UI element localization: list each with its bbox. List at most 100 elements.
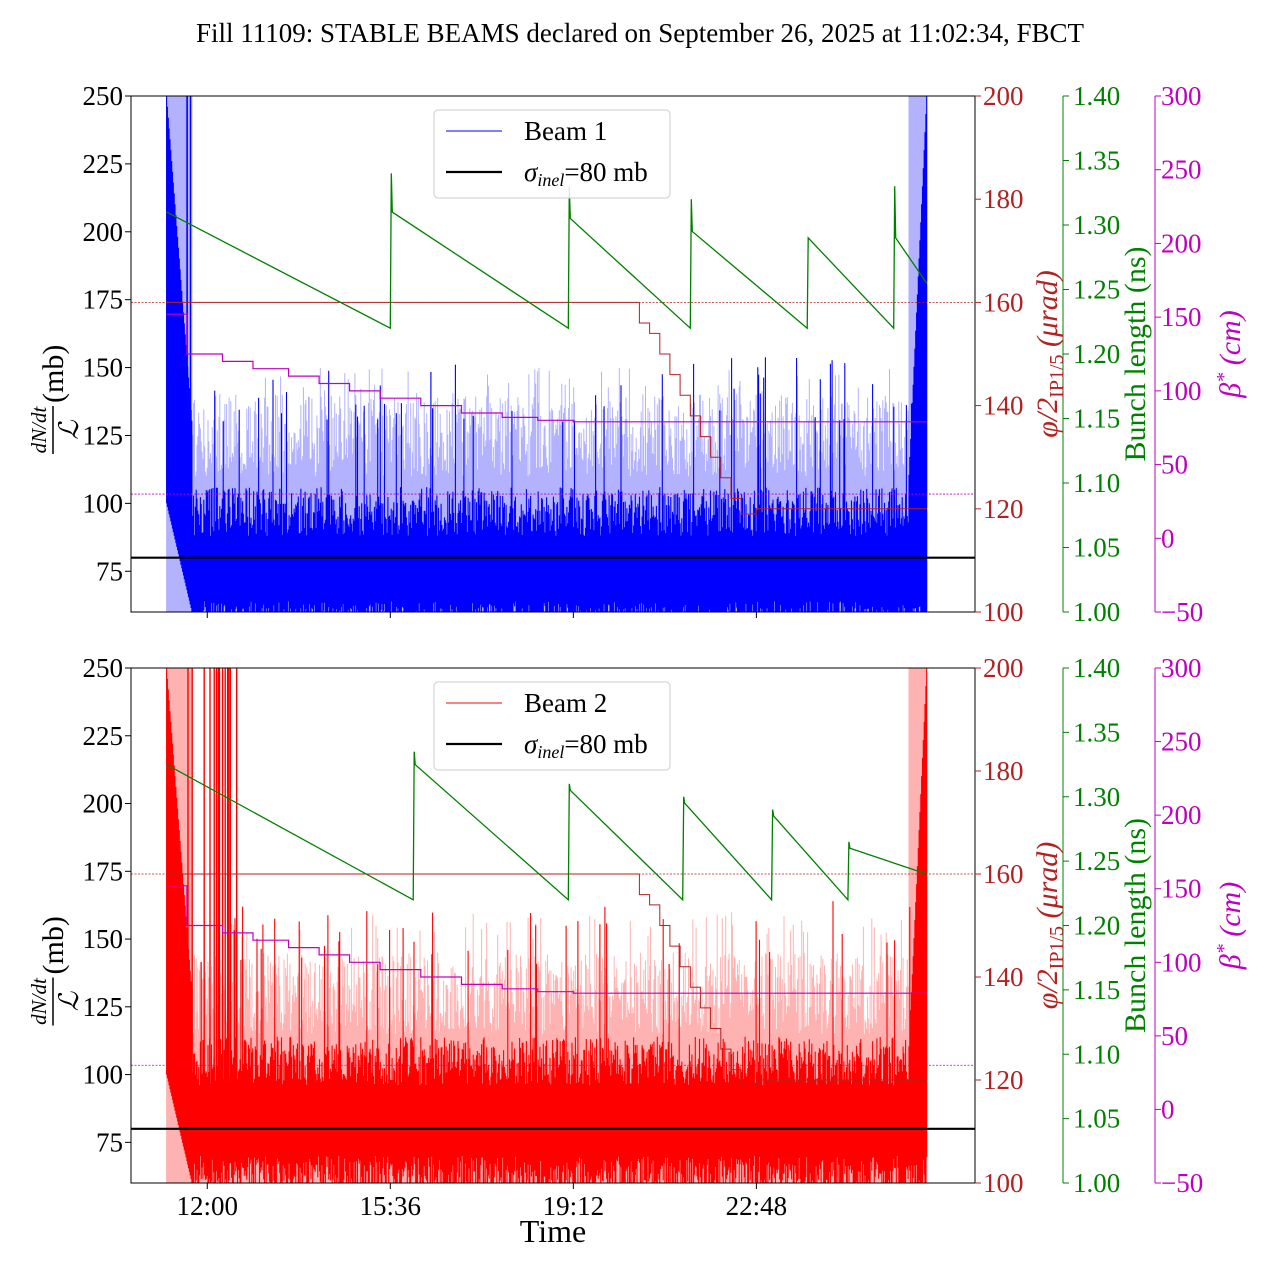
x-tick-label: 15:36 xyxy=(360,1191,422,1221)
right3-tick-label: 50 xyxy=(1161,450,1188,480)
left-tick-label: 150 xyxy=(83,924,124,954)
legend-label-beam: Beam 1 xyxy=(524,116,607,146)
legend-box xyxy=(433,681,671,771)
beta-star-series xyxy=(166,313,927,423)
right1-label-unit: (μrad) xyxy=(1031,842,1064,926)
right2-tick-label: 1.00 xyxy=(1073,597,1120,627)
right1-tick-label: 100 xyxy=(983,1168,1024,1198)
left-tick-label: 150 xyxy=(83,353,124,383)
legend-label-sigma: σinel=80 mb xyxy=(524,729,648,762)
right3-label-unit: (cm) xyxy=(1214,882,1247,944)
left-tick-label: 250 xyxy=(83,81,124,111)
right3-label-main: β xyxy=(1214,954,1247,970)
left-tick-label: 200 xyxy=(83,217,124,247)
right2-tick-label: 1.15 xyxy=(1073,404,1120,434)
right1-tick-label: 160 xyxy=(983,287,1024,317)
right2-tick-label: 1.10 xyxy=(1073,468,1120,498)
right1-tick-label: 120 xyxy=(983,1065,1024,1095)
legend-sigma-symbol: σ xyxy=(524,729,539,759)
legend-sigma-rest: =80 mb xyxy=(564,729,647,759)
legend: Beam 2 σinel=80 mb xyxy=(433,681,671,771)
right2-tick-label: 1.25 xyxy=(1073,275,1120,305)
legend: Beam 1 σinel=80 mb xyxy=(433,109,671,199)
bunch-length-series xyxy=(166,751,927,902)
left-label-denominator: ℒ xyxy=(54,420,84,440)
right3-tick-label: 150 xyxy=(1161,874,1202,904)
right3-label-main: β xyxy=(1214,383,1247,399)
legend-sigma-sub: inel xyxy=(537,170,564,190)
right2-tick-label: 1.40 xyxy=(1073,653,1120,683)
right3-tick-label: 100 xyxy=(1161,947,1202,977)
right1-tick-label: 140 xyxy=(983,962,1024,992)
right1-label-prefix: φ/2 xyxy=(1031,969,1064,1009)
left-tick-label: 75 xyxy=(96,1127,123,1157)
right3-tick-label: 150 xyxy=(1161,302,1202,332)
right1-axis-label: φ/2IP1/5 (μrad) xyxy=(1031,842,1068,1010)
left-label-unit: (mb) xyxy=(37,345,70,403)
right1-label-unit: (μrad) xyxy=(1031,270,1064,354)
right2-tick-label: 1.05 xyxy=(1073,533,1120,563)
right3-tick-label: 200 xyxy=(1161,228,1202,258)
right3-tick-label: −50 xyxy=(1161,597,1203,627)
bunch-length-series xyxy=(166,173,928,330)
crossing-angle-series xyxy=(166,873,927,1086)
legend-box xyxy=(433,109,671,199)
left-axis-label: dN/dt ℒ (mb) xyxy=(27,916,84,1026)
right2-tick-label: 1.35 xyxy=(1073,717,1120,747)
right2-tick-label: 1.10 xyxy=(1073,1039,1120,1069)
right2-tick-label: 1.30 xyxy=(1073,210,1120,240)
right1-tick-label: 200 xyxy=(983,653,1024,683)
right1-tick-label: 180 xyxy=(983,184,1024,214)
right3-tick-label: 0 xyxy=(1161,523,1175,553)
left-axis-label: dN/dt ℒ (mb) xyxy=(27,345,84,454)
plot-frame xyxy=(130,667,976,1184)
left-tick-label: 225 xyxy=(83,149,124,179)
legend-label-sigma: σinel=80 mb xyxy=(524,157,648,190)
figure-title: Fill 11109: STABLE BEAMS declared on Sep… xyxy=(195,18,1085,48)
crossing-angle-series xyxy=(166,301,927,515)
left-tick-label: 100 xyxy=(83,488,124,518)
right3-label-unit: (cm) xyxy=(1214,310,1247,372)
right1-tick-label: 120 xyxy=(983,494,1024,524)
plot-area xyxy=(131,668,975,1183)
legend-sigma-symbol: σ xyxy=(524,157,539,187)
x-tick-label: 19:12 xyxy=(543,1191,605,1221)
right3-tick-label: 250 xyxy=(1161,727,1202,757)
right2-tick-label: 1.20 xyxy=(1073,911,1120,941)
right3-tick-label: 100 xyxy=(1161,376,1202,406)
right1-tick-label: 160 xyxy=(983,859,1024,889)
legend-sigma-rest: =80 mb xyxy=(564,157,647,187)
x-tick-label: 22:48 xyxy=(726,1191,788,1221)
legend-label-beam: Beam 2 xyxy=(524,688,607,718)
right2-tick-label: 1.00 xyxy=(1073,1168,1120,1198)
right2-tick-label: 1.30 xyxy=(1073,782,1120,812)
right1-label-sub: IP1/5 xyxy=(1046,926,1068,969)
plot-frame xyxy=(130,95,976,613)
right3-axis-label: β* (cm) xyxy=(1213,882,1247,970)
right1-tick-label: 140 xyxy=(983,391,1024,421)
left-label-numerator: dN/dt xyxy=(27,977,51,1025)
right1-label-sub: IP1/5 xyxy=(1046,354,1068,397)
right1-tick-label: 180 xyxy=(983,756,1024,786)
left-tick-label: 75 xyxy=(96,556,123,586)
right2-tick-label: 1.35 xyxy=(1073,146,1120,176)
right3-tick-label: 0 xyxy=(1161,1094,1175,1124)
beam-series xyxy=(166,96,928,612)
right2-tick-label: 1.25 xyxy=(1073,846,1120,876)
right3-tick-label: −50 xyxy=(1161,1168,1203,1198)
right1-axis-label: φ/2IP1/5 (μrad) xyxy=(1031,270,1068,438)
right3-axis-label: β* (cm) xyxy=(1213,310,1247,398)
legend-sigma-sub: inel xyxy=(537,742,564,762)
left-label-numerator: dN/dt xyxy=(27,406,51,454)
right3-tick-label: 300 xyxy=(1161,653,1202,683)
left-tick-label: 200 xyxy=(83,789,124,819)
left-tick-label: 125 xyxy=(83,420,124,450)
left-tick-label: 100 xyxy=(83,1060,124,1090)
right2-axis-label: Bunch length (ns) xyxy=(1119,247,1152,462)
right3-tick-label: 50 xyxy=(1161,1021,1188,1051)
right1-tick-label: 200 xyxy=(983,81,1024,111)
x-axis-label: Time xyxy=(520,1213,586,1249)
beta-star-series xyxy=(166,885,927,994)
right2-tick-label: 1.05 xyxy=(1073,1104,1120,1134)
